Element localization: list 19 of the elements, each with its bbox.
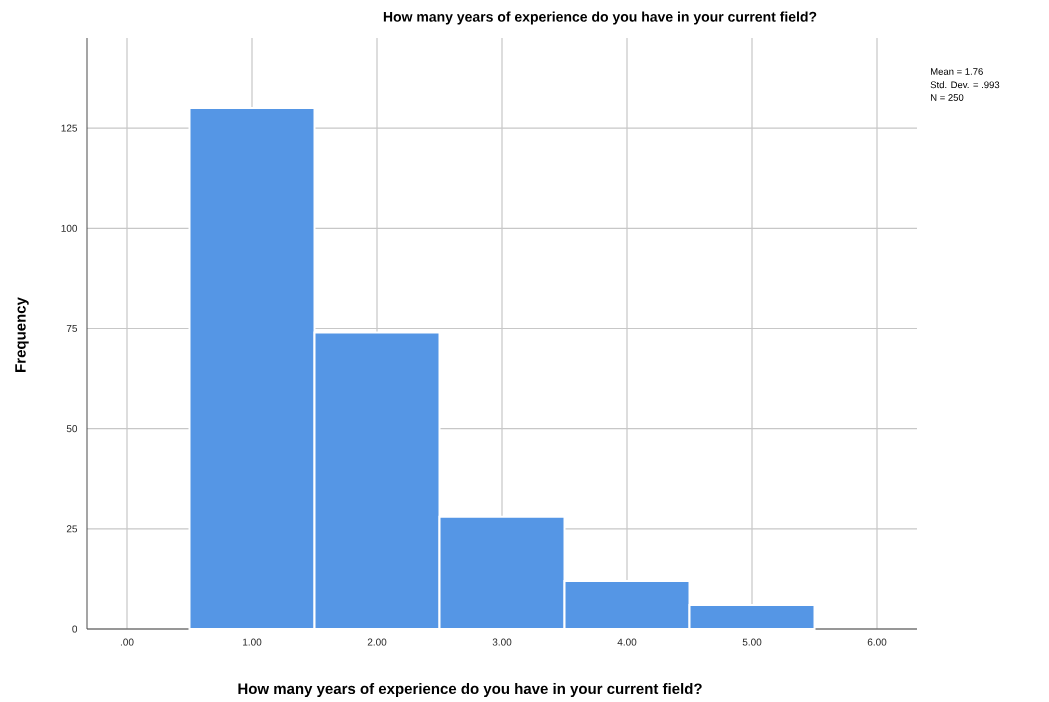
text: N = 250 [931,94,964,101]
text: Std. Dev. = .993 [930,81,1000,89]
x-tick-label: 6.00 [867,638,887,646]
x-tick-label: .00 [120,638,134,646]
x-tick-label: 4.00 [617,638,637,646]
chart-title: How many years of experience do you have in your current field? [383,11,817,25]
x-tick-label: 2.00 [367,638,387,646]
y-tick-label: 25 [66,525,78,533]
text: Mean = 1.76 [931,68,983,75]
y-tick-label: 50 [66,425,78,433]
y-tick-label: 0 [72,625,78,633]
x-axis-title: How many years of experience do you have in your current field? [238,683,702,697]
x-tick-label: 3.00 [492,638,512,646]
y-tick-label: 100 [61,224,78,232]
y-tick-label: 75 [66,325,78,332]
y-axis-title: Frequency [15,297,29,372]
x-tick-label: 1.00 [243,638,262,646]
x-tick-label: 5.00 [742,638,762,646]
y-tick-label: 125 [61,124,78,132]
